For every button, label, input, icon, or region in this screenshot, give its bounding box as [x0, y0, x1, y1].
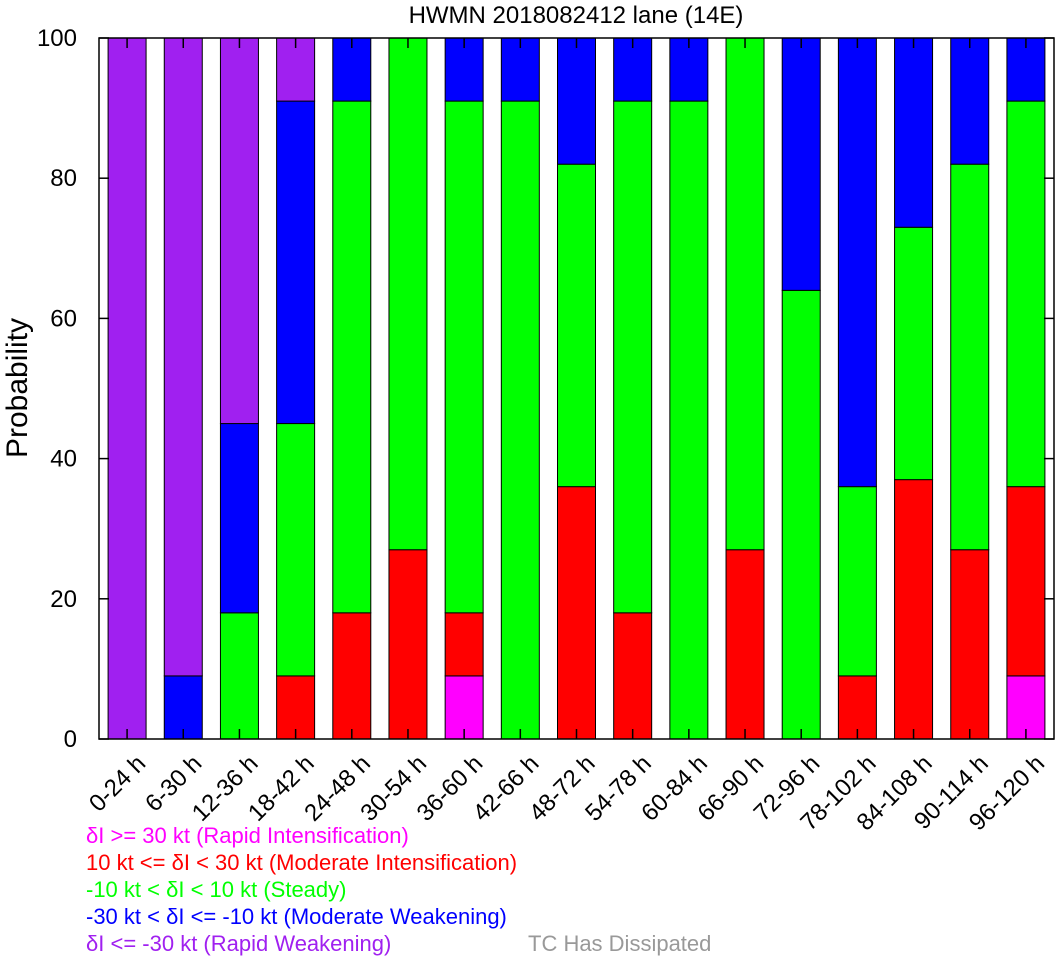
x-tick-label: 0-24 h: [84, 750, 151, 817]
bar-segment-3-3: [276, 100, 316, 425]
bar-segment-12-3: [781, 37, 821, 291]
bar-segment-9-2: [613, 100, 653, 614]
bar-segment-10-2: [669, 100, 709, 740]
bar-segment-15-1: [950, 549, 990, 740]
bar-segment-15-2: [950, 163, 990, 551]
bar-segment-3-1: [276, 675, 316, 740]
bar-segment-0-4: [107, 37, 147, 740]
legend-item-4: δI <= -30 kt (Rapid Weakening): [86, 931, 391, 956]
legend-item-0: δI >= 30 kt (Rapid Intensification): [86, 823, 409, 848]
y-axis-label: Probability: [1, 318, 34, 458]
bar-segment-15-3: [950, 37, 990, 165]
bar-segment-5-2: [388, 37, 428, 551]
legend: δI >= 30 kt (Rapid Intensification)10 kt…: [86, 823, 711, 956]
chart-title: HWMN 2018082412 lane (14E): [409, 2, 744, 29]
y-tick-label: 100: [37, 25, 77, 52]
legend-item-1: 10 kt <= δI < 30 kt (Moderate Intensific…: [86, 850, 517, 875]
bar-segment-16-3: [1006, 37, 1046, 102]
y-tick-label: 80: [50, 165, 77, 192]
bar-segment-2-3: [219, 423, 259, 614]
bar-segment-8-1: [557, 486, 596, 740]
bar-segment-9-1: [613, 612, 653, 740]
bar-segment-2-2: [219, 612, 259, 740]
bar-segment-8-2: [557, 163, 596, 488]
y-tick-label: 20: [50, 586, 77, 613]
bar-segment-10-3: [669, 37, 709, 102]
bar-segment-14-1: [894, 479, 934, 740]
bar-segment-1-4: [163, 37, 203, 677]
y-tick-label: 60: [50, 305, 77, 332]
bar-segment-4-3: [332, 37, 372, 102]
bar-segment-1-3: [163, 675, 203, 740]
y-tick-label: 40: [50, 446, 77, 473]
bar-segment-5-1: [388, 549, 428, 740]
bar-segment-16-1: [1006, 486, 1046, 677]
bars-layer: [107, 37, 1046, 740]
bar-segment-14-2: [894, 226, 934, 481]
bar-segment-12-2: [781, 289, 821, 740]
bar-segment-16-0: [1006, 675, 1046, 740]
bar-segment-13-2: [837, 486, 877, 677]
y-tick-label: 0: [64, 726, 77, 753]
bar-segment-7-2: [500, 100, 540, 740]
bar-segment-6-1: [444, 612, 484, 677]
bar-segment-16-2: [1006, 100, 1046, 488]
bar-segment-4-1: [332, 612, 372, 740]
bar-segment-2-4: [219, 37, 259, 425]
bar-segment-11-1: [725, 549, 765, 740]
bar-segment-7-3: [500, 37, 540, 102]
bar-segment-8-3: [557, 37, 596, 165]
bar-segment-9-3: [613, 37, 653, 102]
bar-segment-13-3: [837, 37, 877, 488]
legend-item-2: -10 kt < δI < 10 kt (Steady): [86, 877, 346, 902]
legend-item-5: TC Has Dissipated: [528, 931, 711, 956]
bar-segment-6-3: [444, 37, 484, 102]
bar-segment-4-2: [332, 100, 372, 614]
bar-segment-13-1: [837, 675, 877, 740]
bar-segment-6-2: [444, 100, 484, 614]
legend-item-3: -30 kt < δI <= -10 kt (Moderate Weakenin…: [86, 904, 507, 929]
bar-segment-14-3: [894, 37, 934, 228]
bar-segment-11-2: [725, 37, 765, 551]
bar-segment-3-2: [276, 423, 316, 677]
